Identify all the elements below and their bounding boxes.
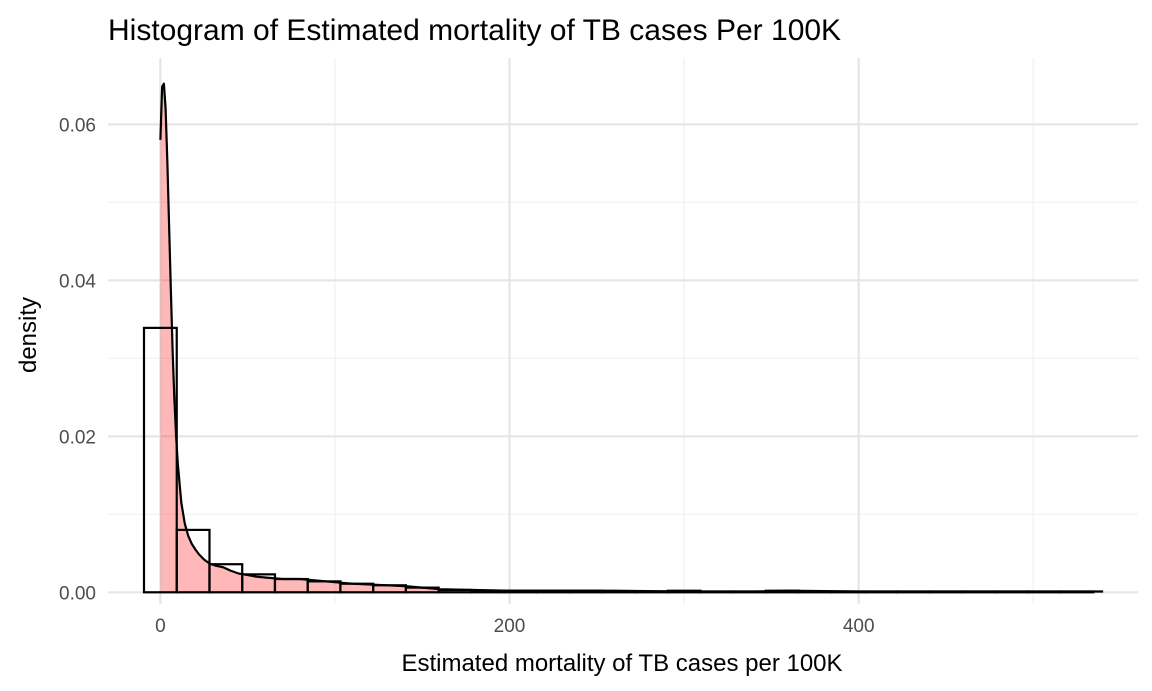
y-tick-label: 0.02 bbox=[59, 427, 96, 448]
y-tick-label: 0.00 bbox=[59, 583, 96, 604]
x-tick-label: 400 bbox=[843, 616, 875, 637]
x-tick-label: 200 bbox=[494, 616, 526, 637]
tick-labels: 0.00 0.02 0.04 0.06 0 200 400 bbox=[59, 115, 875, 637]
y-tick-label: 0.04 bbox=[59, 271, 96, 292]
histogram-bars bbox=[142, 326, 1095, 594]
x-tick-label: 0 bbox=[155, 616, 166, 637]
chart-title: Histogram of Estimated mortality of TB c… bbox=[108, 14, 841, 47]
histogram-bar bbox=[175, 528, 211, 594]
x-axis-title: Estimated mortality of TB cases per 100K bbox=[401, 650, 842, 677]
density-line bbox=[159, 82, 1104, 593]
grid-lines bbox=[108, 58, 1138, 604]
density-area-layer bbox=[160, 83, 1104, 593]
y-axis-title: density bbox=[15, 297, 42, 373]
density-line-layer bbox=[159, 82, 1104, 593]
y-tick-label: 0.06 bbox=[59, 115, 96, 136]
density-area bbox=[160, 83, 1104, 593]
